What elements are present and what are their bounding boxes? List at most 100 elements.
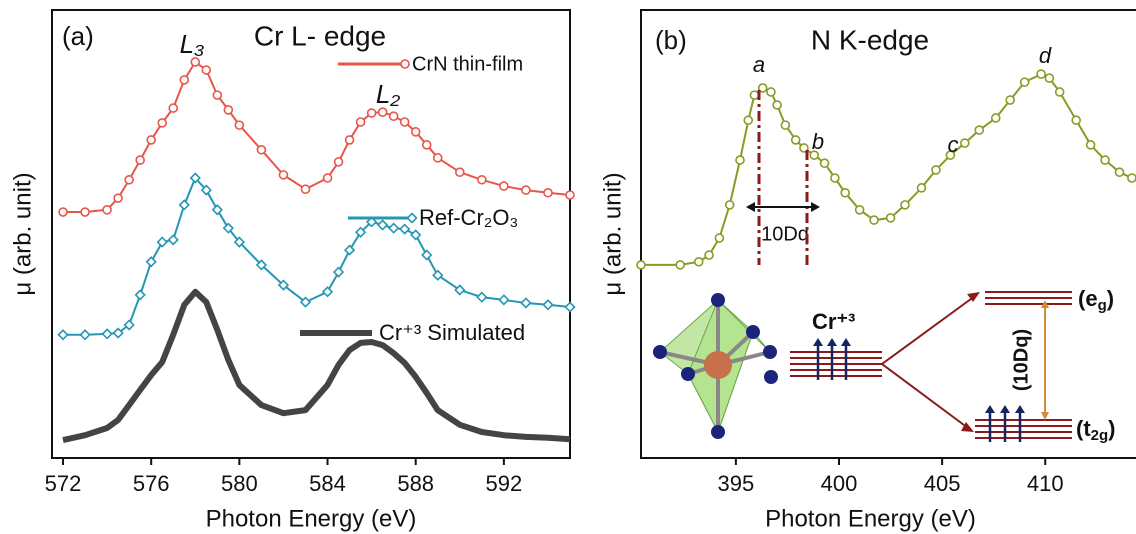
metal-ion xyxy=(704,351,732,379)
marker xyxy=(158,238,167,247)
marker xyxy=(918,184,926,192)
panel-label: (a) xyxy=(62,21,94,51)
marker xyxy=(401,118,409,126)
annotation: L₃ xyxy=(180,29,205,59)
marker xyxy=(456,168,464,176)
marker xyxy=(103,206,111,214)
marker xyxy=(478,176,486,184)
marker xyxy=(147,257,156,266)
marker xyxy=(81,208,89,216)
x-tick-label: 588 xyxy=(397,471,434,496)
x-tick-label: 584 xyxy=(309,471,346,496)
marker xyxy=(346,136,354,144)
y-axis-label: μ (arb. unit) xyxy=(599,172,626,295)
x-tick-label: 580 xyxy=(221,471,258,496)
marker xyxy=(841,189,849,197)
level-label-sub: 2g xyxy=(1091,427,1109,444)
x-tick-label: 592 xyxy=(486,471,523,496)
marker xyxy=(213,91,221,99)
panel-label: (b) xyxy=(655,25,687,55)
marker xyxy=(736,156,744,164)
marker xyxy=(323,287,332,296)
marker xyxy=(390,112,398,120)
marker xyxy=(1116,168,1124,176)
marker xyxy=(324,174,332,182)
marker xyxy=(744,116,752,124)
level-label-sub: g xyxy=(1098,297,1107,314)
inset-diagram: Cr⁺³ (eg) (t2g) (10Dq) xyxy=(653,286,1116,444)
marker xyxy=(59,208,67,216)
marker xyxy=(477,293,486,302)
marker xyxy=(1128,174,1136,182)
marker xyxy=(932,166,940,174)
marker xyxy=(213,205,222,214)
marker xyxy=(887,214,895,222)
marker xyxy=(831,174,839,182)
marker xyxy=(1072,116,1080,124)
marker xyxy=(335,158,343,166)
marker xyxy=(357,118,365,126)
level-label: (t2g) xyxy=(1076,416,1116,444)
marker xyxy=(257,146,265,154)
level-label-text: (t xyxy=(1076,416,1091,441)
marker xyxy=(1101,156,1109,164)
marker xyxy=(992,114,1000,122)
marker xyxy=(975,126,983,134)
x-tick-label: 576 xyxy=(133,471,170,496)
x-tick-label: 395 xyxy=(718,471,755,496)
level-label-text: (e xyxy=(1078,286,1098,311)
marker xyxy=(136,156,144,164)
level-label-text: ) xyxy=(1108,416,1115,441)
marker xyxy=(422,251,431,260)
marker xyxy=(224,106,232,114)
marker xyxy=(856,206,864,214)
marker xyxy=(180,76,188,84)
marker xyxy=(408,214,417,223)
marker xyxy=(870,216,878,224)
marker xyxy=(1037,70,1045,78)
marker xyxy=(781,121,789,129)
marker xyxy=(566,303,575,312)
marker xyxy=(1087,141,1095,149)
marker xyxy=(136,290,145,299)
annotation: b xyxy=(812,129,824,154)
marker xyxy=(81,330,90,339)
marker xyxy=(180,200,189,209)
marker xyxy=(368,109,376,117)
marker xyxy=(279,171,287,179)
x-tick-label: 410 xyxy=(1027,471,1064,496)
x-tick-label: 405 xyxy=(924,471,961,496)
marker xyxy=(301,185,309,193)
marker xyxy=(389,224,398,233)
marker xyxy=(522,186,530,194)
panel: 395400405410Photon Energy (eV)μ (arb. un… xyxy=(599,10,1136,532)
x-tick-label: 400 xyxy=(821,471,858,496)
x-axis-label: Photon Energy (eV) xyxy=(206,505,417,532)
legend-label: Cr⁺³ Simulated xyxy=(379,320,525,345)
marker xyxy=(544,189,552,197)
marker xyxy=(235,121,243,129)
series-line xyxy=(641,74,1132,265)
marker xyxy=(1021,78,1029,86)
marker xyxy=(191,58,199,66)
x-tick-label: 572 xyxy=(45,471,82,496)
annotation: a xyxy=(753,52,765,77)
series-line xyxy=(63,62,570,212)
chart-title: Cr L- edge xyxy=(254,20,386,51)
marker xyxy=(499,295,508,304)
marker xyxy=(521,298,530,307)
marker xyxy=(637,261,645,269)
level-label: (eg) xyxy=(1078,286,1114,314)
marker xyxy=(750,91,758,99)
marker xyxy=(202,66,210,74)
marker xyxy=(379,108,387,116)
annotation: c xyxy=(948,132,959,157)
marker xyxy=(543,300,552,309)
marker xyxy=(1056,88,1064,96)
marker xyxy=(169,104,177,112)
marker xyxy=(423,141,431,149)
marker xyxy=(1006,96,1014,104)
marker xyxy=(59,330,68,339)
marker xyxy=(125,176,133,184)
